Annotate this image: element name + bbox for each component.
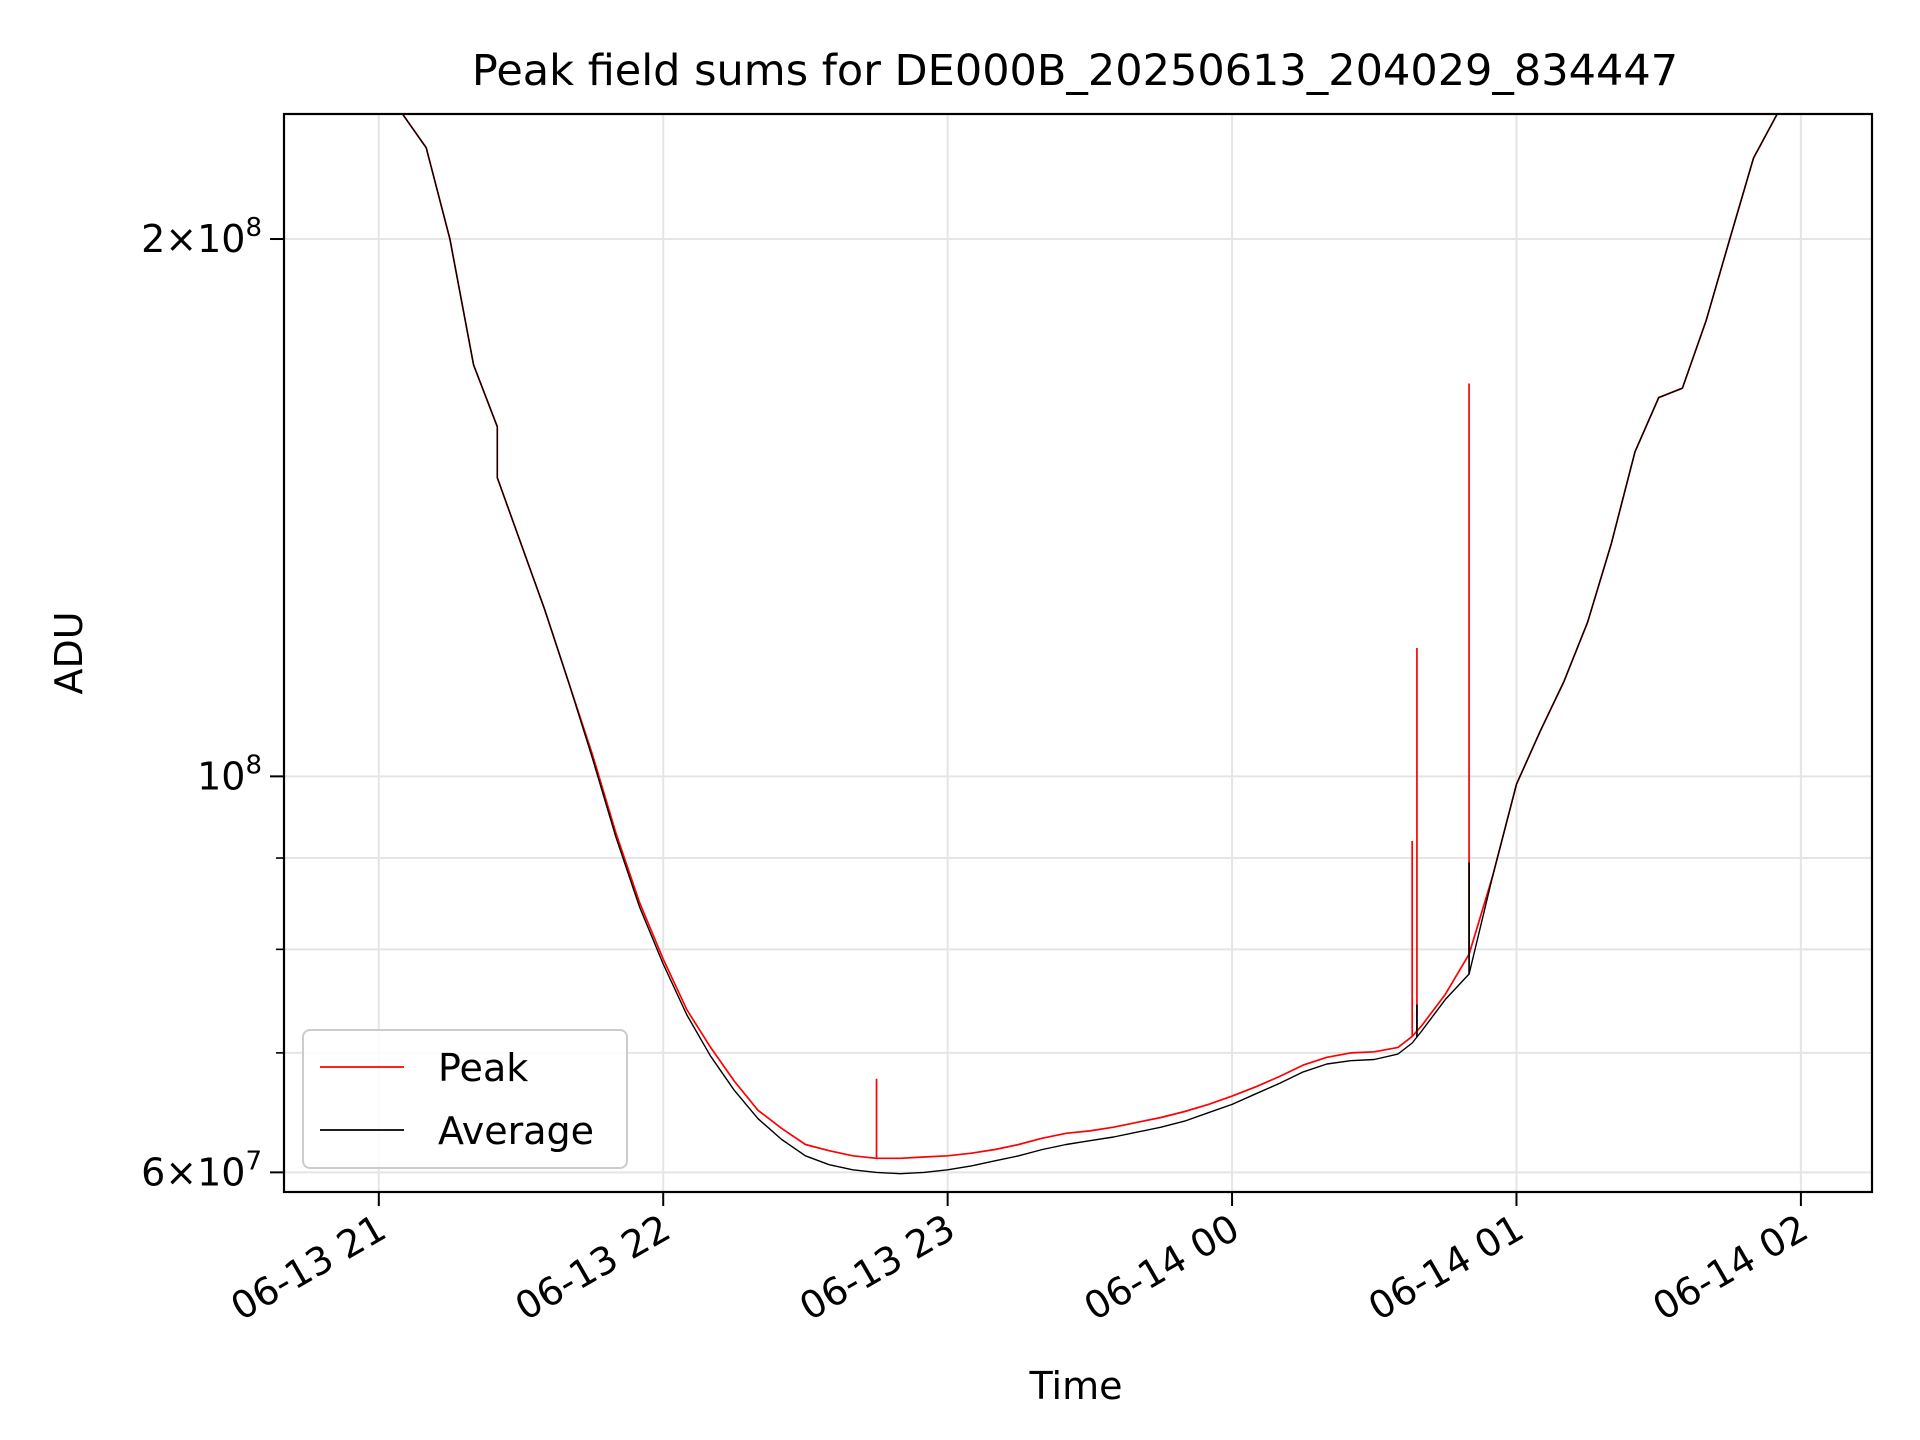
y-axis-label: ADU — [47, 611, 91, 694]
legend-box — [302, 1029, 628, 1169]
y-tick-label: 2×108 — [141, 213, 262, 261]
chart-title: Peak field sums for DE000B_20250613_2040… — [472, 46, 1678, 96]
series-average — [284, 114, 1872, 1175]
legend-label-peak: Peak — [438, 1046, 528, 1090]
legend-label-average: Average — [438, 1109, 594, 1153]
y-tick-label: 6×107 — [141, 1146, 262, 1194]
series-line-average — [284, 114, 1872, 1175]
grid — [284, 114, 1872, 1192]
series-layer — [284, 114, 1872, 1175]
y-tick-label: 108 — [197, 750, 262, 798]
legend: Peak Average — [302, 1029, 628, 1169]
plot-frame — [282, 112, 1874, 1194]
y-axis-ticks: 6×107 108 2×108 — [141, 213, 284, 1194]
x-axis-label: Time — [1029, 1364, 1123, 1408]
